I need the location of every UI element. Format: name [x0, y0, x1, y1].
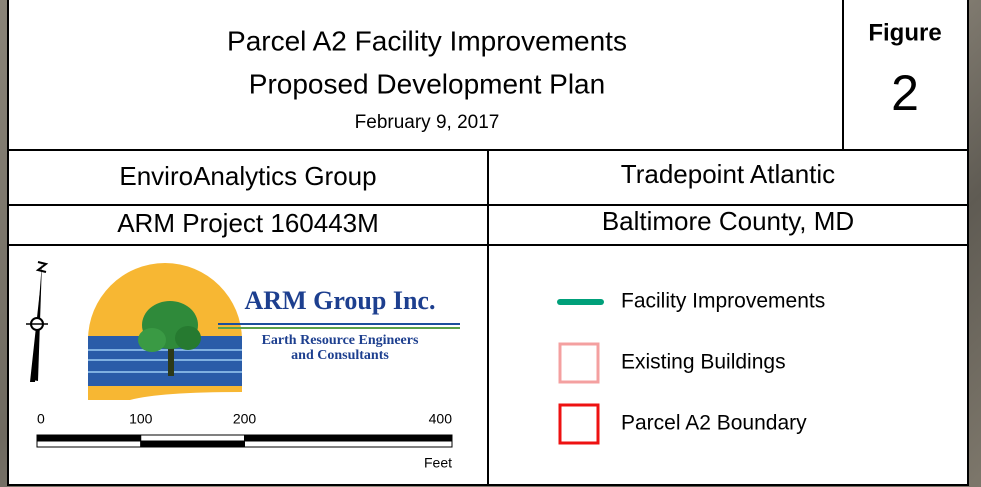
- info-cell: EnviroAnalytics Group: [119, 161, 376, 191]
- scale-label: 100: [129, 411, 153, 427]
- title-line: Parcel A2 Facility Improvements: [227, 25, 627, 56]
- scale-label: 400: [429, 411, 453, 427]
- figure-label: Figure: [868, 19, 941, 46]
- title-block: Parcel A2 Facility Improvements Proposed…: [0, 0, 981, 487]
- legend-label: Parcel A2 Boundary: [621, 412, 807, 435]
- scale-label: 200: [233, 411, 257, 427]
- scale-segment: [141, 441, 245, 447]
- logo-tagline: and Consultants: [291, 348, 389, 363]
- legend-label: Facility Improvements: [621, 290, 825, 313]
- scale-segment: [245, 441, 453, 447]
- page: {"title": {"line1": "Parcel A2 Facility …: [0, 0, 981, 487]
- info-cell: ARM Project 160443M: [117, 208, 379, 238]
- info-cell: Tradepoint Atlantic: [621, 159, 835, 189]
- logo-tagline: Earth Resource Engineers: [262, 333, 419, 348]
- scale-unit: Feet: [424, 455, 452, 471]
- logo-name: ARM Group Inc.: [245, 286, 436, 315]
- scale-label: 0: [37, 411, 45, 427]
- info-cell: Baltimore County, MD: [602, 206, 854, 236]
- scale-segment: [245, 435, 453, 441]
- legend-label: Existing Buildings: [621, 351, 786, 374]
- scale-segment: [37, 435, 141, 441]
- figure-number: 2: [891, 65, 919, 121]
- scale-segment: [37, 441, 141, 447]
- scale-segment: [141, 435, 245, 441]
- date: February 9, 2017: [355, 112, 500, 133]
- title-line: Proposed Development Plan: [249, 68, 605, 99]
